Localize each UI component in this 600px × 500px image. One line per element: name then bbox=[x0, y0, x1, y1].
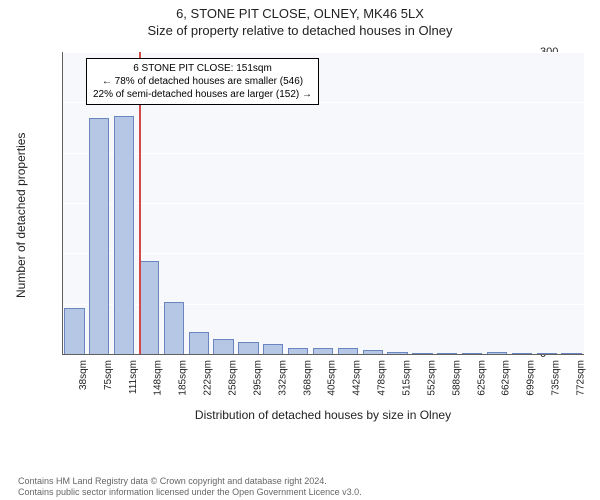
histogram-bar bbox=[189, 332, 209, 354]
xtick-label: 515sqm bbox=[402, 360, 413, 396]
axis-line-bottom bbox=[62, 354, 584, 355]
xtick-label: 625sqm bbox=[476, 360, 487, 396]
xtick-label: 75sqm bbox=[103, 360, 114, 390]
chart-title-sub: Size of property relative to detached ho… bbox=[0, 23, 600, 38]
info-box-line: ← 78% of detached houses are smaller (54… bbox=[93, 75, 312, 88]
xtick-label: 185sqm bbox=[178, 360, 189, 396]
y-axis-label: Number of detached properties bbox=[14, 133, 28, 298]
xtick-label: 38sqm bbox=[78, 360, 89, 390]
footer-line-2: Contains public sector information licen… bbox=[18, 487, 362, 498]
histogram-bar bbox=[164, 302, 184, 354]
xtick-label: 258sqm bbox=[228, 360, 239, 396]
histogram-bar bbox=[263, 344, 283, 354]
info-box-line: 22% of semi-detached houses are larger (… bbox=[93, 88, 312, 101]
xtick-label: 478sqm bbox=[377, 360, 388, 396]
histogram-bar bbox=[64, 308, 84, 354]
xtick-label: 442sqm bbox=[352, 360, 363, 396]
xtick-label: 405sqm bbox=[327, 360, 338, 396]
histogram-bar bbox=[114, 116, 134, 354]
xtick-label: 148sqm bbox=[153, 360, 164, 396]
xtick-label: 368sqm bbox=[302, 360, 313, 396]
chart-container: Number of detached properties 0501001502… bbox=[0, 40, 600, 450]
histogram-bar bbox=[238, 342, 258, 354]
xtick-label: 662sqm bbox=[501, 360, 512, 396]
xtick-label: 588sqm bbox=[451, 360, 462, 396]
histogram-bar bbox=[139, 261, 159, 354]
x-axis-label: Distribution of detached houses by size … bbox=[62, 408, 584, 422]
xtick-label: 332sqm bbox=[277, 360, 288, 396]
histogram-bar bbox=[89, 118, 109, 354]
xtick-label: 735sqm bbox=[551, 360, 562, 396]
info-box-line: 6 STONE PIT CLOSE: 151sqm bbox=[93, 62, 312, 75]
footer-attribution: Contains HM Land Registry data © Crown c… bbox=[18, 476, 362, 499]
plot-area: 6 STONE PIT CLOSE: 151sqm← 78% of detach… bbox=[62, 52, 584, 354]
chart-title-main: 6, STONE PIT CLOSE, OLNEY, MK46 5LX bbox=[0, 6, 600, 21]
xtick-label: 111sqm bbox=[128, 360, 139, 394]
xtick-label: 772sqm bbox=[576, 360, 587, 396]
xtick-label: 222sqm bbox=[203, 360, 214, 396]
property-info-box: 6 STONE PIT CLOSE: 151sqm← 78% of detach… bbox=[86, 58, 319, 105]
xtick-label: 552sqm bbox=[426, 360, 437, 396]
xtick-label: 699sqm bbox=[526, 360, 537, 396]
axis-line-left bbox=[62, 52, 63, 354]
footer-line-1: Contains HM Land Registry data © Crown c… bbox=[18, 476, 362, 487]
xtick-label: 295sqm bbox=[252, 360, 263, 396]
histogram-bar bbox=[213, 339, 233, 354]
